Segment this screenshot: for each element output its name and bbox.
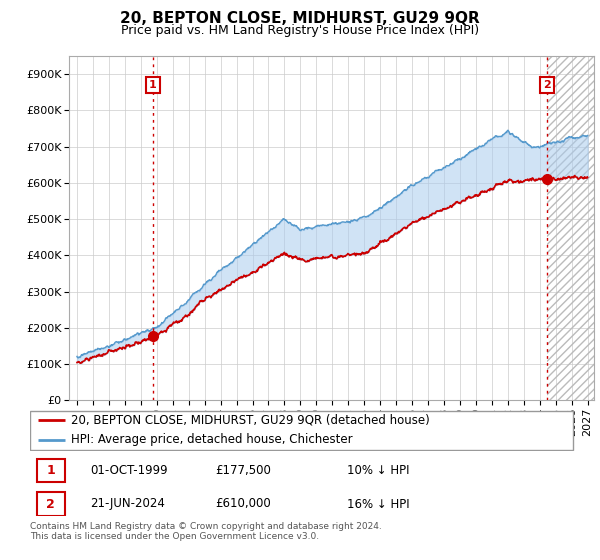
Text: 10% ↓ HPI: 10% ↓ HPI xyxy=(347,464,409,477)
Text: Contains HM Land Registry data © Crown copyright and database right 2024.
This d: Contains HM Land Registry data © Crown c… xyxy=(30,522,382,542)
Text: 20, BEPTON CLOSE, MIDHURST, GU29 9QR (detached house): 20, BEPTON CLOSE, MIDHURST, GU29 9QR (de… xyxy=(71,413,430,426)
FancyBboxPatch shape xyxy=(37,459,65,482)
FancyBboxPatch shape xyxy=(30,411,573,450)
Text: Price paid vs. HM Land Registry's House Price Index (HPI): Price paid vs. HM Land Registry's House … xyxy=(121,24,479,37)
FancyBboxPatch shape xyxy=(37,492,65,516)
Text: 2: 2 xyxy=(544,80,551,90)
Text: HPI: Average price, detached house, Chichester: HPI: Average price, detached house, Chic… xyxy=(71,433,353,446)
Text: 20, BEPTON CLOSE, MIDHURST, GU29 9QR: 20, BEPTON CLOSE, MIDHURST, GU29 9QR xyxy=(120,11,480,26)
Text: £177,500: £177,500 xyxy=(215,464,272,477)
Text: 1: 1 xyxy=(149,80,157,90)
Text: 2: 2 xyxy=(46,497,55,511)
Text: 01-OCT-1999: 01-OCT-1999 xyxy=(90,464,167,477)
Text: £610,000: £610,000 xyxy=(215,497,271,511)
Text: 1: 1 xyxy=(46,464,55,477)
Text: 16% ↓ HPI: 16% ↓ HPI xyxy=(347,497,409,511)
Text: 21-JUN-2024: 21-JUN-2024 xyxy=(90,497,165,511)
